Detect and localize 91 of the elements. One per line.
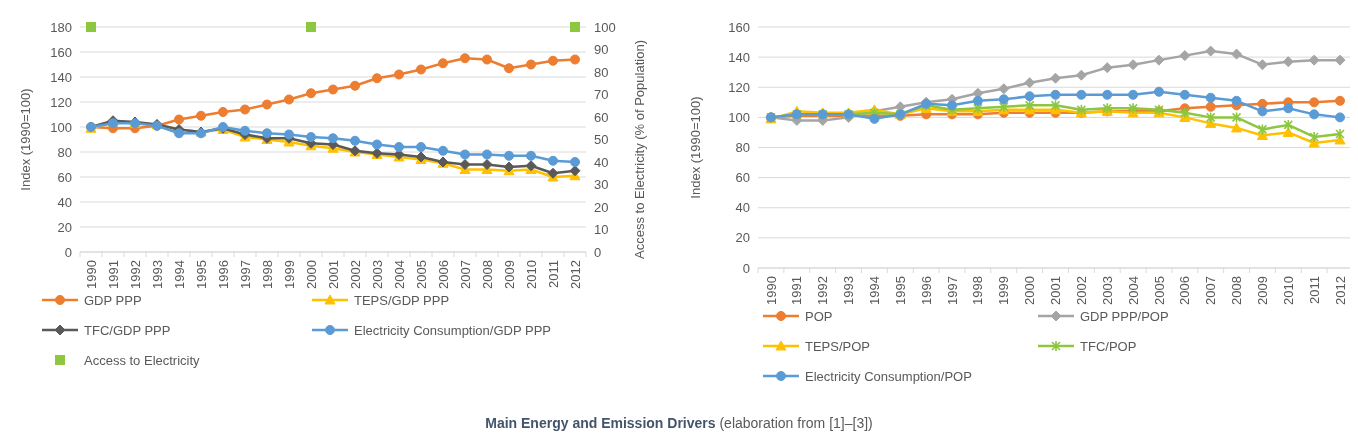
x-tick-label: 2000: [1022, 276, 1038, 305]
x-tick-label: 1998: [259, 260, 275, 289]
y2-tick-label: 10: [594, 222, 609, 238]
y-axis-title: Index (1990=100): [688, 96, 703, 199]
y2-tick-label: 90: [594, 42, 609, 58]
y-tick-label: 0: [742, 260, 750, 276]
y-tick-label: 140: [728, 49, 750, 65]
x-tick-label: 1994: [867, 276, 882, 305]
x-tick-label: 1992: [815, 276, 831, 305]
y2-tick-label: 20: [594, 199, 609, 215]
y-tick-label: 0: [64, 244, 72, 260]
y-tick-label: 20: [735, 230, 750, 246]
y2-tick-label: 30: [594, 177, 609, 193]
text: Main Energy and Emission Drivers: [485, 415, 716, 431]
y2-tick-label: 0: [594, 244, 602, 260]
y-tick-label: 100: [728, 109, 750, 125]
y2-axis-title: Access to Electricity (% of Population): [632, 40, 647, 259]
x-tick-label: 1996: [215, 260, 231, 289]
y2-tick-label: 70: [594, 87, 609, 103]
x-tick-label: 1999: [996, 276, 1012, 305]
x-tick-label: 2004: [391, 260, 407, 289]
x-tick-label: 1993: [841, 276, 857, 305]
x-tick-label: 1991: [789, 276, 805, 305]
x-tick-label: 1996: [918, 276, 934, 305]
legend-label: TFC/GDP PPP: [84, 322, 171, 338]
x-tick-label: 1992: [127, 260, 143, 289]
legend-label: POP: [805, 308, 833, 324]
x-tick-label: 2009: [1254, 276, 1270, 305]
y-tick-label: 40: [735, 200, 750, 216]
x-tick-label: 1995: [193, 260, 209, 289]
y-tick-label: 60: [57, 169, 72, 185]
y2-tick-label: 40: [594, 154, 609, 170]
x-tick-label: 2002: [347, 260, 363, 289]
x-tick-label: 2005: [413, 260, 429, 289]
x-tick-label: 2003: [369, 260, 385, 289]
x-tick-label: 2012: [567, 260, 583, 289]
x-tick-label: 1998: [970, 276, 986, 305]
y-tick-label: 40: [57, 194, 72, 210]
legend-label: TFC/POP: [1080, 338, 1137, 354]
y-tick-label: 20: [57, 219, 72, 235]
x-tick-label: 2002: [1073, 276, 1089, 305]
x-tick-label: 2005: [1151, 276, 1167, 305]
x-tick-label: 1999: [281, 260, 297, 289]
x-tick-label: 2007: [457, 260, 473, 289]
y-tick-label: 160: [50, 44, 72, 60]
y-tick-label: 80: [57, 144, 72, 160]
x-tick-label: 2009: [501, 260, 517, 289]
y-axis-title: Index (1990=100): [18, 88, 33, 191]
x-tick-label: 1990: [83, 260, 99, 289]
y2-tick-label: 50: [594, 132, 609, 148]
x-tick-label: 2001: [325, 260, 341, 289]
legend-label: Electricity Consumption/POP: [805, 368, 972, 384]
legend-label: TEPS/POP: [805, 338, 871, 354]
y-tick-label: 120: [728, 79, 750, 95]
x-tick-label: 1997: [237, 260, 253, 289]
x-tick-label: 2003: [1099, 276, 1115, 305]
legend-label: GDP PPP/POP: [1080, 308, 1169, 324]
x-tick-label: 1991: [105, 260, 121, 289]
legend-label: Electricity Consumption/GDP PPP: [354, 322, 551, 338]
x-tick-label: 2006: [1177, 276, 1193, 305]
y2-tick-label: 100: [594, 19, 616, 35]
y-tick-label: 180: [50, 19, 72, 35]
x-tick-label: 2008: [1229, 276, 1245, 305]
legend-label: TEPS/GDP PPP: [354, 292, 450, 308]
legend-label: Access to Electricity: [84, 352, 201, 368]
y-tick-label: 80: [735, 140, 750, 156]
x-tick-label: 1997: [944, 276, 960, 305]
y-tick-label: 100: [50, 119, 72, 135]
x-tick-label: 2011: [1306, 276, 1322, 304]
x-tick-label: 2004: [1125, 276, 1141, 305]
x-tick-label: 2006: [435, 260, 451, 289]
y2-tick-label: 80: [594, 64, 609, 80]
text: (elaboration from [1]–[3]): [715, 415, 873, 431]
x-tick-label: 2010: [1280, 276, 1296, 305]
x-tick-label: 2010: [523, 260, 539, 289]
x-tick-label: 1993: [149, 260, 165, 289]
x-tick-label: 2008: [479, 260, 495, 289]
x-tick-label: 2001: [1048, 276, 1064, 305]
legend-label: GDP PPP: [84, 292, 142, 308]
x-tick-label: 2012: [1332, 276, 1348, 305]
y-tick-label: 160: [728, 19, 750, 35]
x-tick-label: 2000: [303, 260, 319, 289]
x-tick-label: 2011: [545, 260, 561, 288]
y-tick-label: 60: [735, 170, 750, 186]
x-tick-label: 2007: [1203, 276, 1219, 305]
x-tick-label: 1994: [171, 260, 187, 289]
y-tick-label: 140: [50, 69, 72, 85]
y2-tick-label: 60: [594, 109, 609, 125]
x-tick-label: 1995: [892, 276, 908, 305]
x-tick-label: 1990: [763, 276, 779, 305]
y-tick-label: 120: [50, 94, 72, 110]
